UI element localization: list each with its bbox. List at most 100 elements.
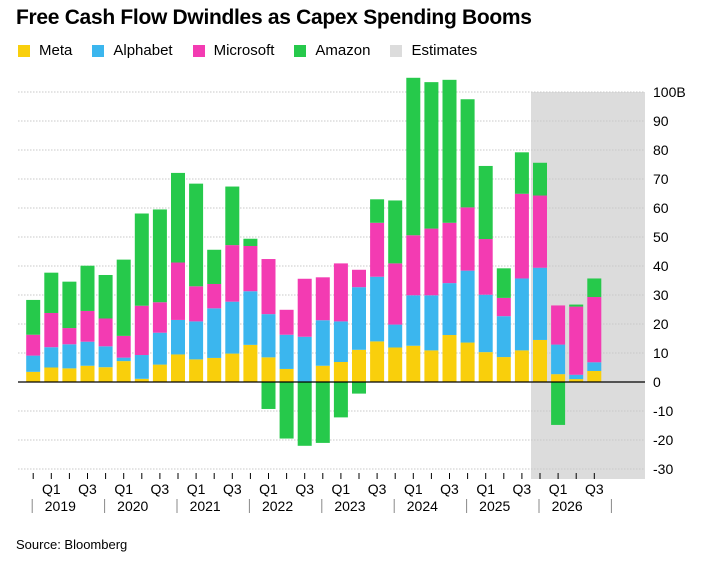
bar-amazon-2021q4 — [225, 186, 240, 246]
bar-alphabet-2021q3 — [207, 308, 222, 358]
x-tick-label-q3: Q3 — [223, 481, 242, 497]
y-tick-label: -20 — [653, 432, 673, 448]
bar-amazon-2023q1 — [315, 382, 330, 443]
bar-amazon-2020q4 — [152, 209, 167, 303]
year-label-2023: 2023 — [334, 498, 365, 514]
bar-amazon-2026q1 — [533, 162, 547, 196]
bar-meta-2025q1 — [460, 342, 475, 382]
bar-microsoft-2019q4 — [80, 310, 95, 342]
legend-swatch-alphabet — [92, 44, 105, 57]
legend-swatch-estimates — [390, 44, 403, 57]
legend-swatch-meta — [18, 44, 30, 57]
bar-microsoft-2026q4 — [587, 297, 602, 363]
bar-microsoft-2026q3 — [569, 306, 584, 375]
bar-alphabet-2021q2 — [189, 321, 204, 360]
bar-microsoft-2024q1 — [388, 263, 403, 325]
bar-alphabet-2024q2 — [406, 295, 421, 346]
bar-meta-2025q4 — [514, 350, 529, 382]
bar-alphabet-2025q2 — [478, 294, 493, 353]
x-tick-label-q1: Q1 — [114, 481, 133, 497]
y-tick-label: 60 — [653, 200, 669, 216]
source-note: Source: Bloomberg — [16, 537, 128, 552]
bar-meta-2022q3 — [279, 368, 294, 382]
bar-alphabet-2022q1 — [243, 291, 258, 345]
bar-alphabet-2021q1 — [171, 319, 185, 355]
bar-alphabet-2023q4 — [370, 276, 385, 342]
bar-alphabet-2023q3 — [352, 287, 366, 350]
bar-microsoft-2021q2 — [189, 286, 204, 322]
bar-meta-2020q1 — [98, 367, 113, 382]
bar-amazon-2026q2 — [551, 382, 566, 425]
x-tick-label-q3: Q3 — [295, 481, 314, 497]
bar-alphabet-2019q1 — [26, 355, 41, 372]
bar-meta-2019q4 — [80, 365, 95, 382]
bar-microsoft-2022q3 — [279, 309, 294, 335]
y-tick-label: 0 — [653, 374, 661, 390]
year-label-2024: 2024 — [407, 498, 438, 514]
bar-meta-2023q1 — [315, 365, 330, 382]
bar-alphabet-2020q3 — [134, 355, 149, 379]
bar-meta-2025q3 — [496, 357, 511, 382]
bar-meta-2024q3 — [424, 350, 439, 382]
bar-amazon-2022q2 — [261, 382, 276, 409]
y-tick-label: 40 — [653, 258, 669, 274]
bar-microsoft-2026q1 — [533, 195, 547, 268]
bar-microsoft-2024q3 — [424, 228, 439, 296]
bar-meta-2020q3 — [134, 378, 149, 382]
x-tick-label-q1: Q1 — [259, 481, 278, 497]
bar-alphabet-2023q2 — [333, 321, 348, 362]
chart-title: Free Cash Flow Dwindles as Capex Spendin… — [16, 6, 532, 29]
bar-meta-2022q2 — [261, 357, 276, 382]
bar-alphabet-2019q4 — [80, 341, 95, 366]
bar-alphabet-2020q4 — [152, 332, 167, 365]
bar-microsoft-2025q1 — [460, 207, 475, 271]
bar-alphabet-2024q3 — [424, 295, 439, 351]
bar-amazon-2025q2 — [478, 165, 493, 240]
bar-alphabet-2025q4 — [514, 278, 529, 351]
bar-amazon-2019q4 — [80, 265, 95, 311]
bar-amazon-2019q2 — [44, 272, 59, 313]
bar-amazon-2022q4 — [297, 382, 312, 446]
bar-alphabet-2020q1 — [98, 346, 113, 368]
legend-label-alphabet: Alphabet — [113, 42, 173, 59]
bar-amazon-2022q1 — [243, 238, 258, 246]
bar-meta-2024q2 — [406, 345, 421, 382]
bar-microsoft-2021q4 — [225, 245, 240, 302]
legend-swatch-amazon — [294, 44, 307, 57]
legend-item-estimates: Estimates — [390, 42, 477, 59]
bar-meta-2021q2 — [189, 359, 204, 382]
x-tick-label-q1: Q1 — [549, 481, 568, 497]
bar-microsoft-2022q1 — [243, 245, 258, 292]
bar-amazon-2021q1 — [171, 172, 185, 263]
y-tick-label: 100B — [653, 84, 686, 100]
legend-label-microsoft: Microsoft — [213, 42, 275, 59]
bar-microsoft-2019q2 — [44, 312, 59, 348]
x-tick-label-q1: Q1 — [476, 481, 495, 497]
legend-label-meta: Meta — [39, 42, 73, 59]
bar-microsoft-2024q4 — [442, 222, 457, 284]
y-tick-label: 20 — [653, 316, 669, 332]
bar-microsoft-2023q4 — [370, 222, 385, 277]
y-tick-label: -10 — [653, 403, 673, 419]
bar-meta-2022q1 — [243, 344, 258, 382]
bar-meta-2020q4 — [152, 364, 167, 382]
bar-amazon-2020q2 — [116, 259, 131, 336]
bar-amazon-2025q4 — [514, 152, 529, 194]
bar-alphabet-2021q4 — [225, 301, 240, 354]
bar-alphabet-2026q1 — [533, 267, 547, 340]
bar-amazon-2025q3 — [496, 268, 511, 298]
bar-microsoft-2022q4 — [297, 278, 312, 337]
year-label-2026: 2026 — [552, 498, 583, 514]
x-tick-label-q3: Q3 — [151, 481, 170, 497]
bar-meta-2019q1 — [26, 371, 41, 382]
y-tick-label: 30 — [653, 287, 669, 303]
legend-swatch-microsoft — [192, 44, 205, 57]
bar-amazon-2019q1 — [26, 299, 41, 335]
bar-amazon-2020q1 — [98, 274, 113, 319]
bar-meta-2026q4 — [587, 370, 602, 382]
y-tick-label: 10 — [653, 345, 669, 361]
bar-microsoft-2020q3 — [134, 305, 149, 356]
bar-meta-2019q3 — [62, 368, 77, 382]
bar-microsoft-2024q2 — [406, 235, 421, 296]
